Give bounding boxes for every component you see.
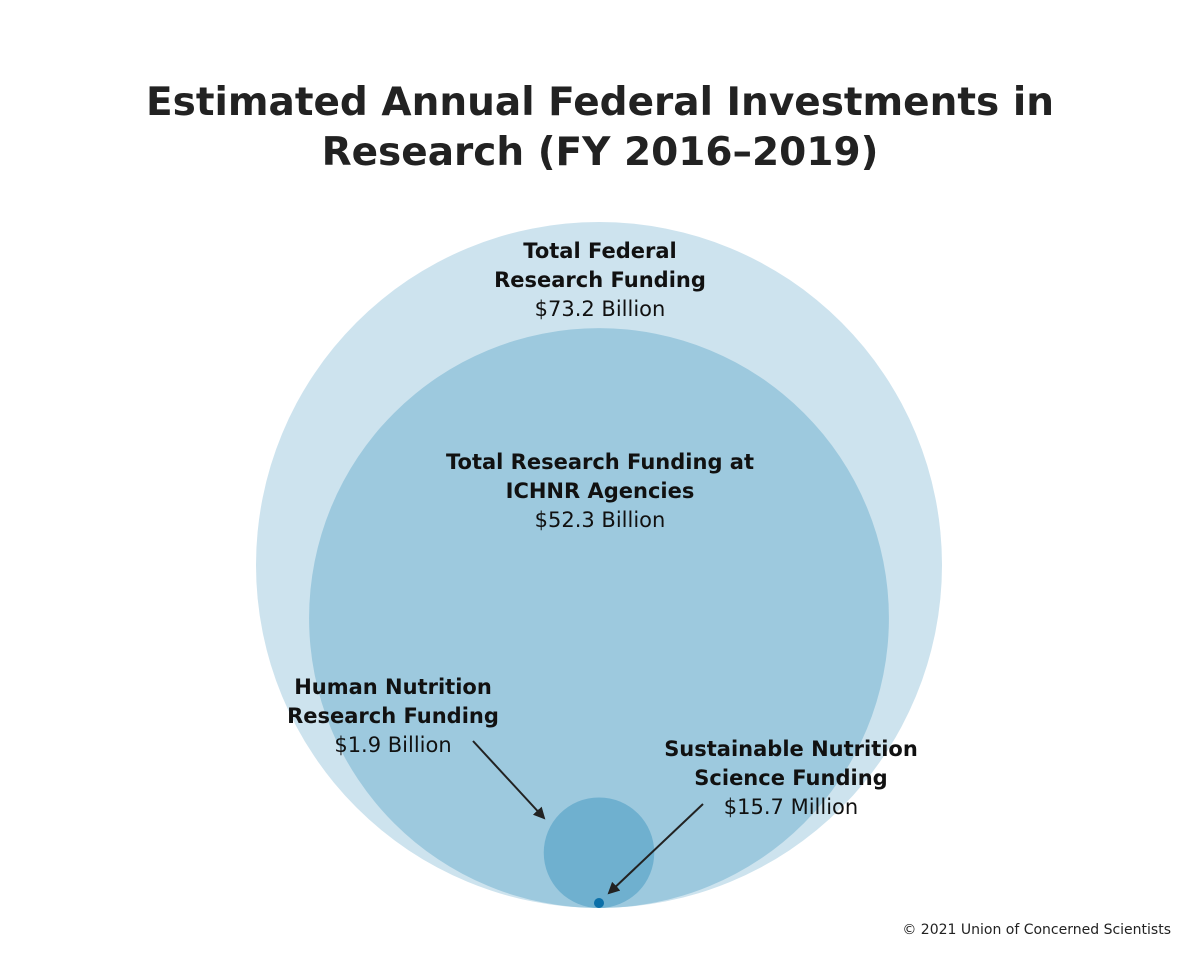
chart-title-line-1: Estimated Annual Federal Investments in [146, 80, 1054, 125]
label-human-nutrition-funding: Human Nutrition Research Funding $1.9 Bi… [263, 673, 523, 760]
copyright-notice: © 2021 Union of Concerned Scientists [902, 922, 1171, 938]
circle-human-nutrition-funding [543, 797, 655, 908]
label-sustainable-nutrition-name-2: Science Funding [694, 766, 888, 790]
label-sustainable-nutrition-funding: Sustainable Nutrition Science Funding $1… [641, 735, 941, 822]
label-human-nutrition-value: $1.9 Billion [334, 733, 452, 757]
label-human-nutrition-name-2: Research Funding [287, 704, 499, 728]
chart-title-line-2: Research (FY 2016–2019) [321, 130, 879, 175]
label-total-federal-value: $73.2 Billion [534, 297, 666, 321]
circle-sustainable-nutrition-funding [593, 897, 605, 909]
arrow-sustainable-nutrition [607, 803, 704, 895]
label-sustainable-nutrition-value: $15.7 Million [723, 795, 859, 819]
label-ichnr-name-2: ICHNR Agencies [505, 479, 695, 503]
label-human-nutrition-name-1: Human Nutrition [294, 675, 492, 699]
label-sustainable-nutrition-name-1: Sustainable Nutrition [664, 737, 918, 761]
chart-title: Estimated Annual Federal Investments in … [0, 78, 1200, 178]
label-total-federal-name-1: Total Federal [523, 239, 677, 263]
label-total-federal-funding: Total Federal Research Funding $73.2 Bil… [450, 237, 750, 324]
arrow-human-nutrition [472, 740, 546, 820]
label-ichnr-value: $52.3 Billion [534, 508, 666, 532]
label-ichnr-name-1: Total Research Funding at [445, 450, 754, 474]
label-ichnr-agencies-funding: Total Research Funding at ICHNR Agencies… [400, 448, 800, 535]
circle-ichnr-agencies-funding [309, 328, 889, 908]
label-total-federal-name-2: Research Funding [494, 268, 706, 292]
